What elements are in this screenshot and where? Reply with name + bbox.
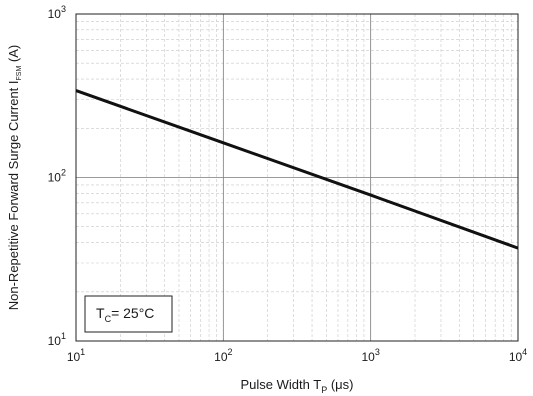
y-tick-exponent: 2 bbox=[61, 168, 66, 178]
y-tick-exponent: 3 bbox=[61, 4, 66, 14]
x-axis-ticks: 101 102 103 104 bbox=[67, 347, 527, 364]
y-tick-base: 10 bbox=[48, 7, 62, 21]
y-tick-base: 10 bbox=[48, 171, 62, 185]
x-axis-title: Pulse Width TP (μs) bbox=[241, 377, 354, 395]
y-tick-label: 101 bbox=[48, 331, 66, 348]
x-tick-base: 10 bbox=[361, 350, 375, 364]
y-axis-title-sub: FSM bbox=[16, 66, 23, 81]
annotation-box bbox=[84, 295, 173, 333]
x-tick-base: 10 bbox=[509, 350, 523, 364]
series-line bbox=[75, 89, 519, 250]
x-tick-exponent: 4 bbox=[522, 347, 527, 357]
x-axis-title-unit: (μs) bbox=[327, 377, 353, 392]
y-tick-label: 103 bbox=[48, 4, 66, 21]
x-tick-exponent: 1 bbox=[80, 347, 85, 357]
minor-grid bbox=[76, 14, 518, 341]
x-axis-title-sub: P bbox=[321, 385, 327, 395]
annotation-prefix: T bbox=[96, 305, 105, 321]
plot-area bbox=[75, 13, 519, 342]
x-tick-base: 10 bbox=[67, 350, 81, 364]
temperature-annotation: TC= 25°C bbox=[84, 295, 173, 333]
x-tick-base: 10 bbox=[214, 350, 228, 364]
y-axis-title: Non-Repetitive Forward Surge Current IFS… bbox=[6, 45, 23, 311]
annotation-subscript: C bbox=[105, 314, 112, 324]
series-layer bbox=[75, 89, 519, 250]
annotation-text: TC= 25°C bbox=[96, 305, 154, 324]
x-tick-label: 103 bbox=[361, 347, 379, 364]
y-tick-label: 102 bbox=[48, 168, 66, 185]
x-tick-label: 102 bbox=[214, 347, 232, 364]
x-axis-title-main: Pulse Width T bbox=[241, 377, 322, 392]
y-tick-exponent: 1 bbox=[61, 331, 66, 341]
x-tick-label: 104 bbox=[509, 347, 527, 364]
x-tick-exponent: 3 bbox=[375, 347, 380, 357]
y-tick-base: 10 bbox=[48, 334, 62, 348]
y-axis-title-unit: (A) bbox=[6, 45, 21, 66]
x-tick-exponent: 2 bbox=[228, 347, 233, 357]
annotation-suffix: = 25°C bbox=[111, 305, 154, 321]
y-axis-title-main: Non-Repetitive Forward Surge Current I bbox=[6, 80, 21, 310]
x-tick-label: 101 bbox=[67, 347, 85, 364]
